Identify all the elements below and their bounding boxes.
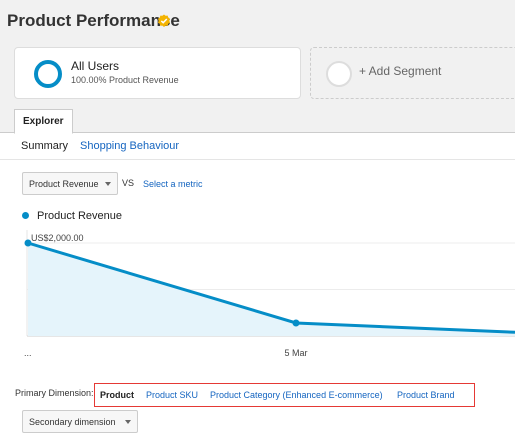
report-tab-bar: Explorer [0, 104, 515, 134]
metric-dropdown-label: Product Revenue [29, 179, 99, 189]
subtab-summary[interactable]: Summary [21, 140, 69, 152]
primary-dimension-highlight: Product Product SKU Product Category (En… [94, 383, 475, 407]
revenue-area [28, 243, 515, 336]
add-segment-label: + Add Segment [359, 64, 442, 78]
segment-name: All Users [71, 59, 120, 73]
vs-label: VS [122, 178, 135, 188]
legend-label: Product Revenue [37, 210, 122, 222]
segment-subtitle: 100.00% Product Revenue [71, 75, 179, 85]
primary-dimension-label: Primary Dimension: [15, 388, 94, 398]
x-tick-label-5-mar: 5 Mar [284, 348, 307, 358]
page-title: Product Performance [7, 11, 180, 30]
subtab-shopping-behaviour[interactable]: Shopping Behaviour [80, 140, 180, 152]
explorer-subtabs: Summary Shopping Behaviour [0, 134, 515, 160]
dimension-product-sku[interactable]: Product SKU [146, 390, 199, 400]
primary-dimension-bar: Primary Dimension: Product Product SKU P… [0, 380, 515, 410]
revenue-chart: US$2,000.00US$1,000.00...5 Mar [24, 230, 515, 358]
tab-explorer[interactable]: Explorer [14, 109, 73, 134]
dimension-product[interactable]: Product [100, 390, 135, 400]
chevron-down-icon [105, 182, 111, 186]
select-metric-link[interactable]: Select a metric [143, 179, 203, 189]
verified-badge-icon [158, 14, 170, 27]
add-segment-button[interactable]: + Add Segment [310, 47, 515, 99]
segment-bar: All Users 100.00% Product Revenue + Add … [0, 40, 515, 104]
page-header: Product Performance [0, 0, 515, 40]
segment-card-all-users[interactable]: All Users 100.00% Product Revenue [14, 47, 301, 99]
metric-dropdown[interactable]: Product Revenue [22, 172, 118, 195]
chevron-down-icon [125, 420, 131, 424]
legend-dot-icon [22, 212, 29, 219]
secondary-dimension-label: Secondary dimension [29, 417, 116, 427]
x-tick-label-start: ... [24, 348, 32, 358]
revenue-point-0 [24, 239, 32, 247]
dimension-product-brand[interactable]: Product Brand [397, 390, 455, 400]
revenue-point-1 [292, 319, 300, 327]
y-tick-label-max: US$2,000.00 [31, 233, 84, 243]
secondary-dimension-dropdown[interactable]: Secondary dimension [22, 410, 138, 433]
dimension-product-category[interactable]: Product Category (Enhanced E-commerce) [210, 390, 383, 400]
empty-segment-ring-icon [326, 61, 352, 87]
segment-ring-icon [34, 60, 62, 88]
